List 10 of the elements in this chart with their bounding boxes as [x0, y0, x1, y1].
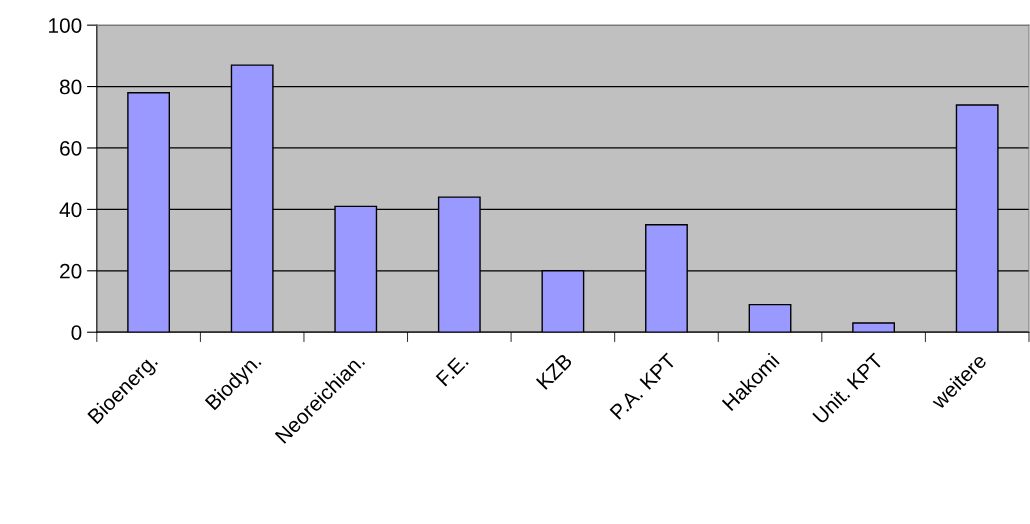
y-tick-label: 0: [71, 325, 82, 340]
x-tick-label: F.E.: [435, 353, 469, 387]
y-tick-label: 20: [60, 263, 82, 279]
y-tick-label: 80: [59, 79, 82, 95]
y-tick-label: 60: [60, 140, 82, 156]
bar: [852, 322, 896, 333]
y-tick-label: 40: [59, 202, 82, 218]
y-tick-label: 100: [49, 18, 82, 33]
x-tick-label: KZB: [535, 352, 573, 390]
bar: [748, 303, 792, 333]
